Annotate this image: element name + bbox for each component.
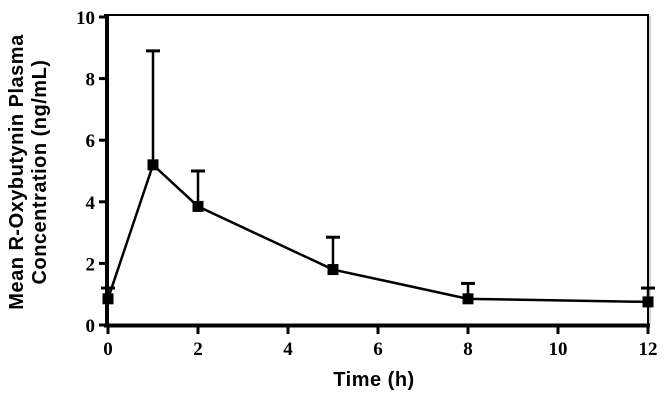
y-tick-label: 8 xyxy=(86,70,96,91)
axis-ticks: 0 2 4 6 8 10 0 2 4 6 8 10 12 xyxy=(76,8,658,360)
data-point-marker xyxy=(147,159,159,171)
x-tick-label: 12 xyxy=(639,339,658,360)
data-point-marker xyxy=(462,293,474,305)
data-point-marker xyxy=(327,264,339,276)
x-tick-label: 6 xyxy=(373,339,383,360)
y-tick-label: 6 xyxy=(86,131,96,152)
y-tick-label: 4 xyxy=(86,193,96,214)
x-tick-label: 8 xyxy=(463,339,473,360)
x-tick-label: 10 xyxy=(549,339,568,360)
series-line xyxy=(106,162,649,304)
y-axis-title-line1: Mean R-Oxybutynin Plasma xyxy=(6,34,28,310)
data-point-marker xyxy=(102,293,114,305)
data-point-marker xyxy=(192,200,204,212)
data-series xyxy=(101,49,655,308)
x-tick-label: 2 xyxy=(193,339,203,360)
y-tick-label: 2 xyxy=(86,254,96,275)
x-axis-title: Time (h) xyxy=(333,369,414,391)
y-tick-label: 0 xyxy=(86,316,96,337)
x-tick-label: 4 xyxy=(283,339,293,360)
x-tick-label: 0 xyxy=(103,339,113,360)
plot-frame xyxy=(104,14,651,328)
data-point-marker xyxy=(642,296,654,308)
y-axis-title-line2: Concentration (ng/mL) xyxy=(29,60,51,285)
y-tick-label: 10 xyxy=(76,8,95,29)
